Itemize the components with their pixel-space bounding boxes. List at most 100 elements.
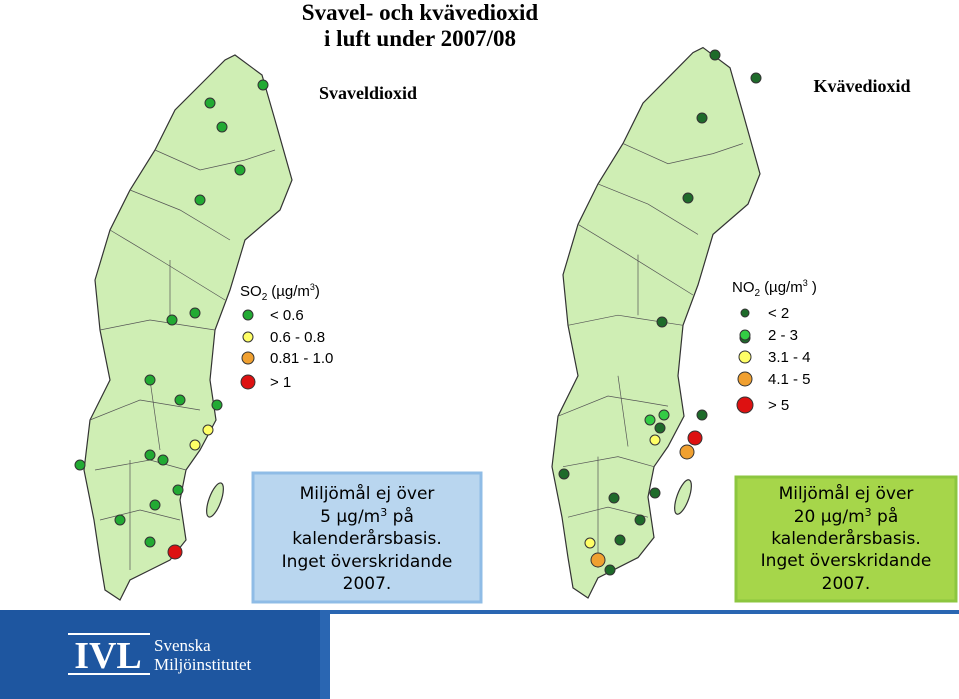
- legend-label: 0.81 - 1.0: [270, 350, 333, 367]
- unit-close: ): [808, 279, 817, 296]
- note-part: på: [872, 506, 899, 527]
- legend-title: NO2 (µg/m3 ): [732, 278, 817, 299]
- legend-label: 2 - 3: [768, 327, 798, 344]
- legend-swatch: [737, 371, 753, 387]
- note-line: 20 µg/m3 på: [794, 506, 899, 527]
- station: [649, 434, 661, 446]
- legend-swatch: [740, 308, 750, 318]
- station: [608, 492, 620, 504]
- station: [604, 564, 616, 576]
- station: [149, 499, 161, 511]
- legends: < 0.6 0.6 - 0.8 0.81 - 1.0 > 1 < 2 2 - 3 3.1 -…: [240, 305, 811, 414]
- station: [584, 537, 596, 549]
- legend-swatch: [738, 350, 752, 364]
- note-line: kalenderårsbasis.: [771, 528, 920, 549]
- station: [167, 544, 183, 560]
- subscript: 2: [755, 288, 761, 299]
- note-line: 5 µg/m3 på: [320, 506, 414, 527]
- station: [709, 49, 721, 61]
- legend-title: SO2 (µg/m3): [240, 282, 320, 303]
- station: [234, 164, 246, 176]
- subscript: 2: [262, 292, 268, 303]
- station: [189, 307, 201, 319]
- legend-swatch: [241, 351, 255, 365]
- note-right: Miljömål ej över 20 µg/m3 på kalenderårs…: [761, 483, 932, 594]
- station: [634, 514, 646, 526]
- note-part: på: [387, 506, 414, 527]
- station: [750, 72, 762, 84]
- superscript: 3: [310, 282, 315, 292]
- org-line: Svenska: [154, 636, 211, 655]
- legend-swatch: [240, 374, 256, 390]
- note-line: 2007.: [343, 574, 392, 594]
- title-line: i luft under 2007/08: [324, 26, 516, 51]
- station: [194, 194, 206, 206]
- station: [558, 468, 570, 480]
- station: [211, 399, 223, 411]
- station: [74, 459, 86, 471]
- station: [144, 449, 156, 461]
- footer-panel: [330, 614, 959, 699]
- legend-label: 4.1 - 5: [768, 371, 811, 388]
- station: [204, 97, 216, 109]
- superscript: 3: [380, 506, 387, 519]
- legend-swatch: [242, 331, 254, 343]
- note-left: Miljömål ej över 5 µg/m3 på kalenderårsb…: [282, 483, 453, 594]
- station: [696, 409, 708, 421]
- unit: (µg/m: [271, 283, 310, 300]
- title-line: Svavel- och kvävedioxid: [302, 0, 539, 25]
- legend-swatch: [736, 396, 754, 414]
- note-box: [734, 475, 958, 603]
- superscript: 3: [865, 506, 872, 519]
- station: [687, 430, 703, 446]
- legend-label: 0.6 - 0.8: [270, 329, 325, 346]
- station: [590, 552, 606, 568]
- legend-swatch: [739, 329, 751, 341]
- station: [144, 536, 156, 548]
- station: [682, 192, 694, 204]
- legend-label: < 0.6: [270, 307, 304, 324]
- unit: (µg/m: [764, 279, 803, 296]
- station: [174, 394, 186, 406]
- station: [216, 121, 228, 133]
- note-line: Inget överskridande: [761, 551, 932, 571]
- station: [157, 454, 169, 466]
- station: [644, 414, 656, 426]
- station: [649, 487, 661, 499]
- station: [166, 314, 178, 326]
- note-line: Miljömål ej över: [779, 483, 914, 504]
- note-part: 20 µg/m: [794, 507, 865, 527]
- station: [654, 422, 666, 434]
- legend-swatch: [242, 309, 254, 321]
- station-dots: [74, 49, 762, 576]
- org-line: Miljöinstitutet: [154, 655, 252, 674]
- station: [679, 444, 695, 460]
- station: [172, 484, 184, 496]
- superscript: 3: [803, 278, 808, 288]
- substance: NO: [732, 279, 755, 296]
- note-box: [251, 471, 483, 604]
- logo: IVL: [74, 635, 142, 677]
- map-sweden-no2: [551, 46, 761, 599]
- map-title: Svaveldioxid: [319, 83, 417, 103]
- note-line: Miljömål ej över: [300, 483, 435, 504]
- legend-label: > 5: [768, 397, 789, 414]
- station: [202, 424, 214, 436]
- legend-label: < 2: [768, 305, 789, 322]
- footer-band: [0, 610, 320, 699]
- substance: SO: [240, 283, 262, 300]
- note-line: kalenderårsbasis.: [292, 528, 441, 549]
- legend-label: > 1: [270, 374, 291, 391]
- station: [696, 112, 708, 124]
- map-title: Kvävedioxid: [813, 76, 910, 96]
- note-part: 5 µg/m: [320, 507, 380, 527]
- station: [189, 439, 201, 451]
- station: [614, 534, 626, 546]
- station: [658, 409, 670, 421]
- station: [114, 514, 126, 526]
- legend-label: 3.1 - 4: [768, 349, 811, 366]
- station: [257, 79, 269, 91]
- note-line: Inget överskridande: [282, 552, 453, 572]
- unit-close: ): [315, 283, 320, 300]
